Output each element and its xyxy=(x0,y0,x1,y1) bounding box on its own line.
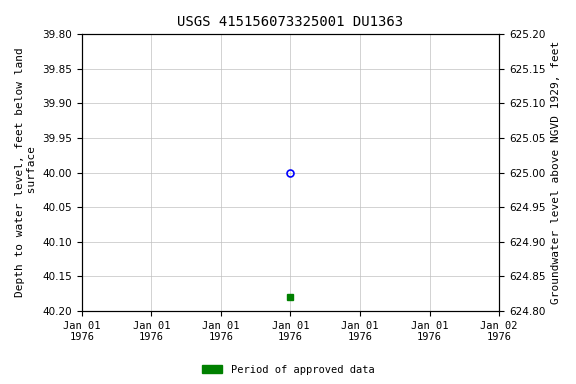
Y-axis label: Depth to water level, feet below land
 surface: Depth to water level, feet below land su… xyxy=(15,48,37,298)
Legend: Period of approved data: Period of approved data xyxy=(198,361,378,379)
Y-axis label: Groundwater level above NGVD 1929, feet: Groundwater level above NGVD 1929, feet xyxy=(551,41,561,304)
Title: USGS 415156073325001 DU1363: USGS 415156073325001 DU1363 xyxy=(177,15,404,29)
